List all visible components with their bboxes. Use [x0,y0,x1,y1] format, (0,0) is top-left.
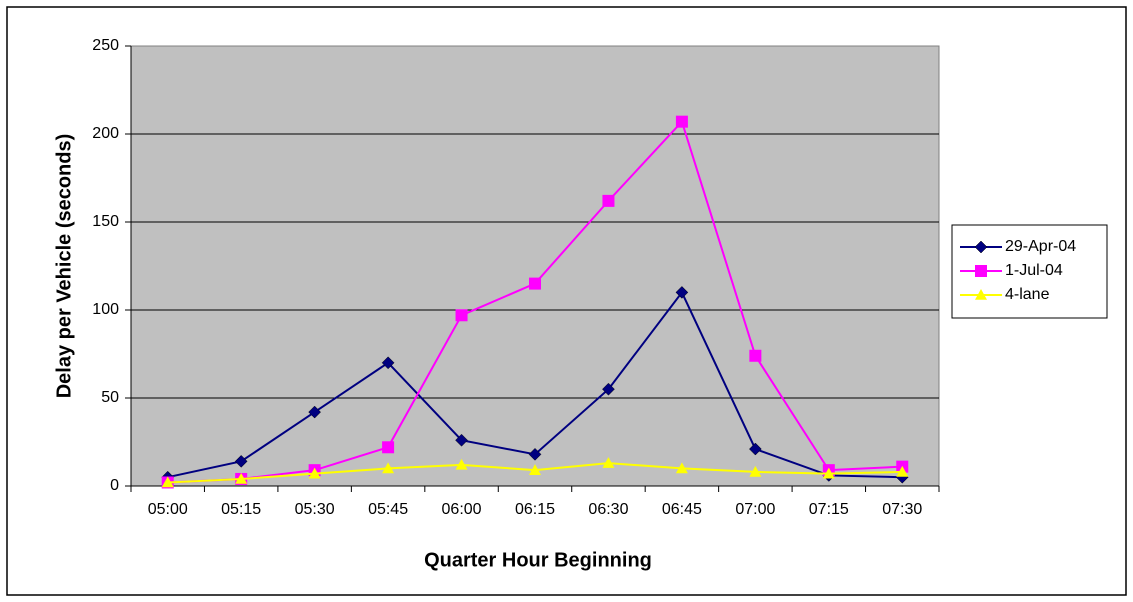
marker [896,465,909,477]
legend-label: 4-lane [1005,286,1050,303]
x-tick-label: 05:45 [368,501,408,518]
legend-label: 29-Apr-04 [1005,238,1076,255]
marker [455,309,468,322]
x-tick-label: 05:00 [148,501,188,518]
marker [382,441,395,454]
marker [455,433,468,447]
marker [528,447,542,461]
marker [235,472,248,484]
marker [975,289,987,300]
marker [455,458,468,470]
y-tick-label: 100 [92,301,119,318]
marker [974,240,988,254]
marker [602,382,615,396]
y-tick-label: 150 [92,213,119,230]
marker [602,457,615,468]
marker [529,464,541,475]
marker [975,265,987,277]
x-axis-label: Quarter Hour Beginning [424,549,652,571]
marker [382,462,395,474]
x-tick-label: 06:45 [662,501,702,518]
marker [675,462,688,474]
x-tick-label: 06:00 [442,501,482,518]
x-tick-label: 06:15 [515,501,555,518]
marker [675,286,689,299]
marker [749,349,762,362]
y-axis-label: Delay per Vehicle (seconds) [53,134,75,399]
marker [675,115,688,128]
y-tick-label: 200 [92,125,119,142]
x-tick-label: 06:30 [588,501,628,518]
marker [161,476,174,488]
y-tick-label: 250 [92,37,119,54]
marker [308,405,321,419]
y-tick-label: 50 [101,389,119,406]
x-tick-label: 07:30 [882,501,922,518]
marker [234,455,248,468]
marker [602,194,615,207]
x-tick-label: 07:00 [735,501,775,518]
legend-label: 1-Jul-04 [1005,262,1063,279]
marker [381,356,395,370]
y-tick-label: 0 [110,477,119,494]
marker [749,465,762,477]
x-tick-label: 05:30 [295,501,335,518]
marker [749,442,762,456]
x-tick-label: 05:15 [221,501,261,518]
marker [529,277,541,290]
marker [822,467,835,479]
marker [308,467,321,479]
plot-area [130,45,940,487]
x-tick-label: 07:15 [809,501,849,518]
